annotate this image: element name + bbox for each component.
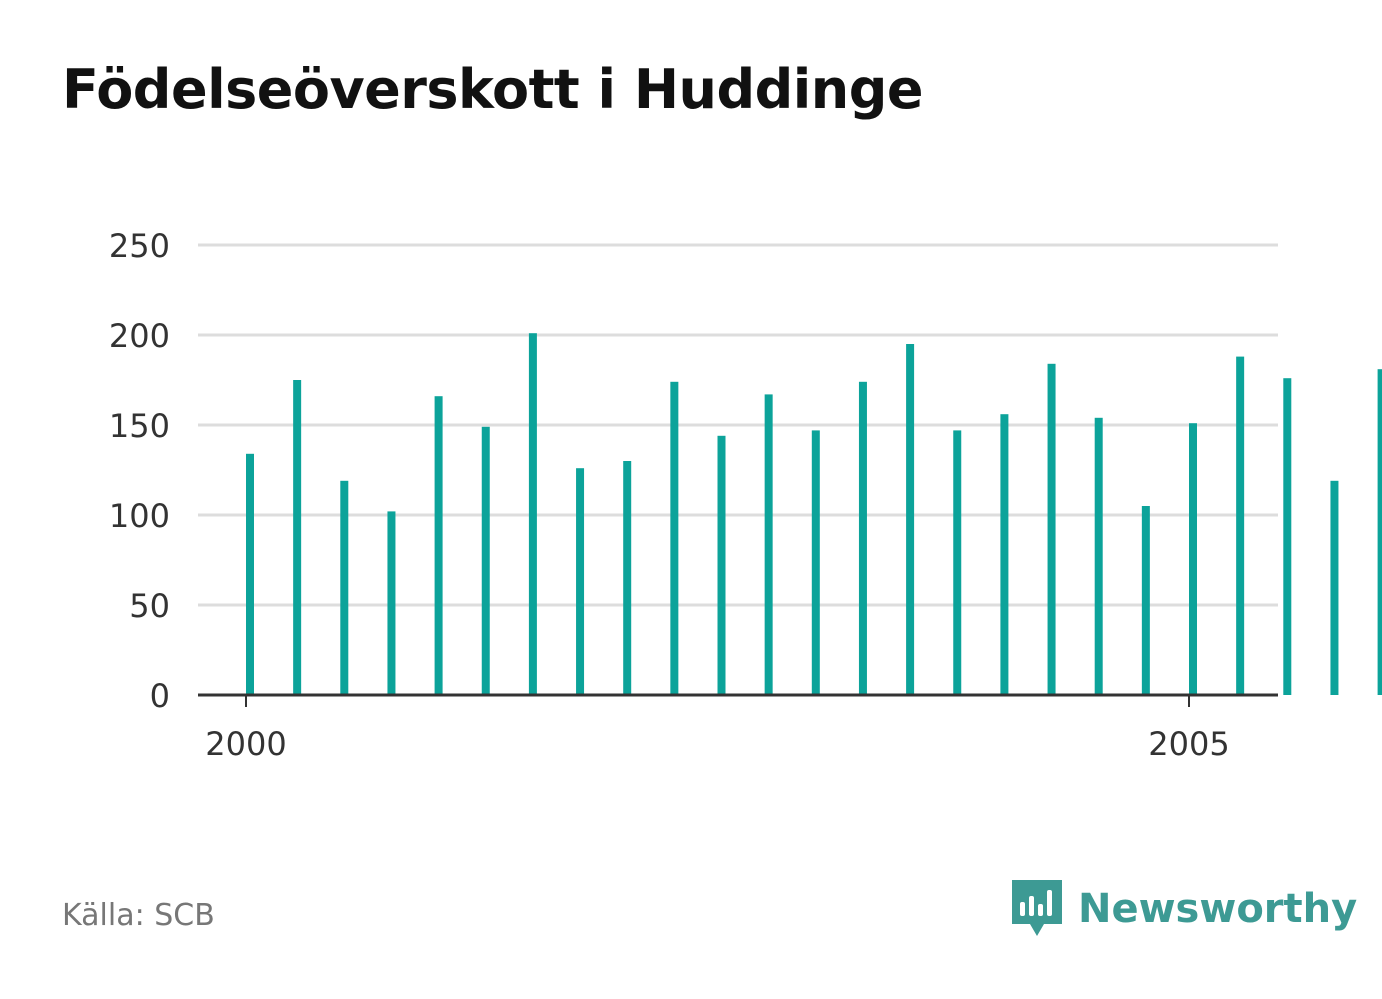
bar xyxy=(670,381,679,695)
y-tick-label: 0 xyxy=(150,677,170,715)
source-label: Källa: SCB xyxy=(62,898,215,933)
bar xyxy=(623,461,632,695)
bar xyxy=(481,426,490,695)
grid-layer xyxy=(198,243,1278,607)
bar xyxy=(1189,423,1197,695)
bar xyxy=(434,396,443,695)
bar xyxy=(1236,356,1245,695)
bar xyxy=(1047,363,1056,695)
bar xyxy=(953,430,962,695)
axis-layer: 050100150200250200020052010201520202025 xyxy=(109,227,1278,763)
y-tick-label: 200 xyxy=(109,317,170,355)
y-tick-label: 50 xyxy=(129,587,170,625)
y-tick-label: 150 xyxy=(109,407,170,445)
x-tick-label: 2005 xyxy=(1148,725,1229,763)
bar xyxy=(858,381,867,695)
bar xyxy=(293,380,302,695)
page-title: Födelseöverskott i Huddinge xyxy=(62,58,924,121)
x-tick-label: 2000 xyxy=(205,725,286,763)
bar xyxy=(1094,417,1103,695)
bar xyxy=(1377,369,1382,695)
bar xyxy=(1330,480,1339,695)
newsworthy-logo-icon xyxy=(1012,880,1062,936)
bar xyxy=(528,333,537,695)
bar xyxy=(387,511,396,695)
bar xyxy=(1141,506,1150,695)
bar xyxy=(1283,378,1292,695)
bar-layer xyxy=(246,333,1382,695)
y-tick-label: 100 xyxy=(109,497,170,535)
bar xyxy=(340,480,349,695)
bar xyxy=(1000,414,1009,695)
bar xyxy=(576,468,585,695)
bar xyxy=(246,453,254,695)
brand-logo[interactable]: Newsworthy xyxy=(1010,878,1357,940)
y-tick-label: 250 xyxy=(109,227,170,265)
brand-name: Newsworthy xyxy=(1078,886,1358,932)
bar xyxy=(717,435,726,695)
bar xyxy=(906,344,915,695)
bar xyxy=(764,394,773,695)
bar xyxy=(811,430,820,695)
